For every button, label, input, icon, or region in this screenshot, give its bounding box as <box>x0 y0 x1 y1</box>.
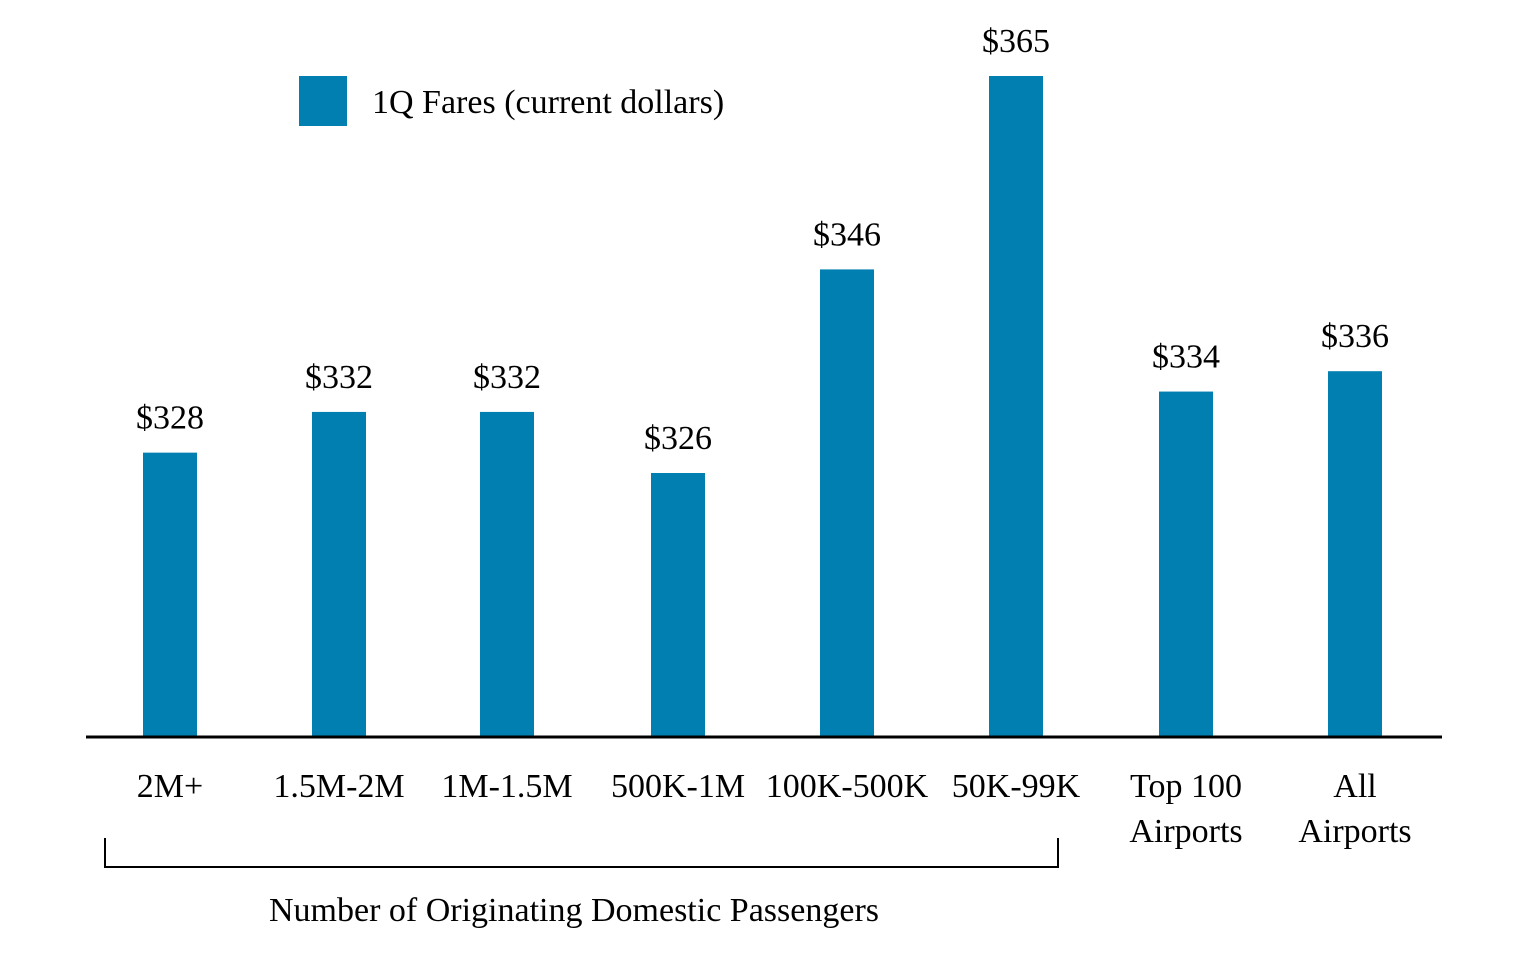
bars-layer <box>143 76 1382 737</box>
value-label-7: $336 <box>1321 318 1389 355</box>
category-label-7-1: Airports <box>1298 813 1411 850</box>
legend-swatch <box>299 76 347 126</box>
category-label-7-0: All <box>1333 768 1376 805</box>
value-label-5: $365 <box>982 23 1050 60</box>
bar-4 <box>820 269 874 737</box>
value-label-3: $326 <box>644 420 712 457</box>
value-labels-layer: $328 $332 $332 $326 $346 $365 $334 $336 <box>136 23 1389 457</box>
bar-1 <box>312 411 366 737</box>
category-label-3-0: 500K-1M <box>611 768 745 805</box>
category-labels-layer: 2M+ 1.5M-2M 1M-1.5M 500K-1M 100K-500K 50K-99K… <box>137 768 1412 850</box>
bar-0 <box>143 452 197 737</box>
bar-2 <box>480 411 534 737</box>
value-label-4: $346 <box>813 216 881 253</box>
category-label-6-1: Airports <box>1129 813 1242 850</box>
value-label-1: $332 <box>305 359 373 396</box>
group-bracket <box>104 838 1059 868</box>
value-label-6: $334 <box>1152 339 1220 376</box>
category-label-6-0: Top 100 <box>1130 768 1242 805</box>
bar-5 <box>989 76 1043 737</box>
bar-3 <box>651 473 705 737</box>
value-label-0: $328 <box>136 400 204 437</box>
category-label-4-0: 100K-500K <box>766 768 929 805</box>
bar-6 <box>1159 391 1213 737</box>
legend: 1Q Fares (current dollars) <box>299 76 724 126</box>
category-label-2-0: 1M-1.5M <box>441 768 572 805</box>
category-label-1-0: 1.5M-2M <box>273 768 404 805</box>
legend-label: 1Q Fares (current dollars) <box>372 84 724 121</box>
group-label: Number of Originating Domestic Passenger… <box>269 892 879 929</box>
bar-7 <box>1328 371 1382 737</box>
category-label-0-0: 2M+ <box>137 768 203 805</box>
category-label-5-0: 50K-99K <box>952 768 1081 805</box>
value-label-2: $332 <box>473 359 541 396</box>
